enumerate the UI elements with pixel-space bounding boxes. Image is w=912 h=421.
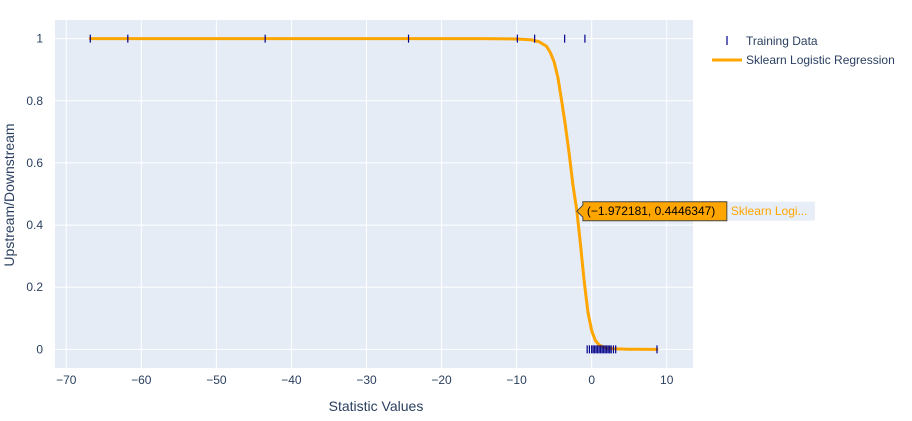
- hover-tooltip-name-bg: [727, 201, 815, 221]
- y-tick-label: 0.6: [26, 156, 43, 170]
- x-tick-label: −20: [431, 373, 452, 387]
- x-tick-label: −10: [506, 373, 527, 387]
- series-line-sklearn-logistic-regression[interactable]: [88, 37, 659, 351]
- legend[interactable]: Training Data Sklearn Logistic Regressio…: [712, 34, 895, 67]
- x-tick-label: −30: [356, 373, 377, 387]
- legend-label-training-data: Training Data: [746, 34, 818, 48]
- y-axis-ticks: 0 0.2 0.4 0.6 0.8 1: [26, 32, 43, 357]
- hover-layer: (−1.972181, 0.4446347) Sklearn Logi...: [576, 201, 815, 222]
- legend-item-training-data[interactable]: Training Data: [726, 34, 818, 48]
- x-tick-label: 10: [660, 373, 674, 387]
- legend-item-sklearn-logistic-regression[interactable]: Sklearn Logistic Regression: [712, 53, 895, 67]
- x-tick-label: 0: [588, 373, 595, 387]
- hover-tooltip-series-name: Sklearn Logi...: [731, 204, 808, 218]
- x-tick-label: −40: [281, 373, 302, 387]
- x-tick-label: −60: [131, 373, 152, 387]
- hover-tooltip-value: (−1.972181, 0.4446347): [587, 204, 715, 218]
- y-tick-label: 0.4: [26, 218, 43, 232]
- y-tick-label: 1: [36, 32, 43, 46]
- series-layer: [88, 34, 659, 354]
- legend-label-sklearn-logistic-regression: Sklearn Logistic Regression: [746, 53, 895, 67]
- y-tick-label: 0.8: [26, 94, 43, 108]
- x-tick-label: −50: [206, 373, 227, 387]
- y-tick-label: 0.2: [26, 280, 43, 294]
- x-axis-title: Statistic Values: [329, 398, 424, 414]
- x-axis-ticks: −70 −60 −50 −40 −30 −20 −10 0 10: [56, 373, 674, 387]
- plot-area[interactable]: [55, 20, 693, 368]
- x-tick-label: −70: [56, 373, 77, 387]
- hover-tooltip-box: [576, 201, 728, 222]
- y-axis-title: Upstream/Downstream: [1, 123, 17, 266]
- y-tick-label: 0: [36, 342, 43, 356]
